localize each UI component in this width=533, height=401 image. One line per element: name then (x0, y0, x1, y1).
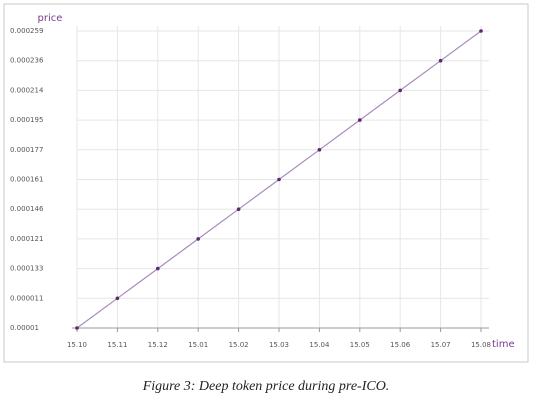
x-tick-label: 15.02 (229, 341, 249, 349)
y-tick-label: 0.000161 (10, 176, 43, 184)
data-point (75, 326, 79, 330)
y-tick-label: 0.000146 (10, 205, 44, 213)
chart-frame (3, 3, 529, 363)
y-axis-label: price (38, 13, 63, 24)
x-tick-label: 15.11 (107, 341, 127, 349)
y-tick-label: 0.000259 (10, 27, 43, 35)
x-tick-label: 15.08 (471, 341, 491, 349)
data-point (196, 237, 200, 241)
x-tick-label: 15.03 (269, 341, 289, 349)
y-tick-label: 0.000177 (10, 146, 43, 154)
y-tick-label: 0.000133 (10, 265, 43, 273)
x-tick-label: 15.10 (67, 341, 87, 349)
data-point (277, 177, 281, 182)
x-tick-label: 15.04 (309, 341, 330, 349)
x-axis-label: time (492, 339, 515, 350)
x-tick-label: 15.12 (148, 341, 168, 349)
y-tick-label: 0.00001 (10, 324, 39, 332)
data-point (115, 296, 120, 301)
data-point (358, 118, 362, 122)
data-point (236, 207, 241, 211)
x-tick-label: 15.07 (431, 341, 451, 349)
y-tick-label: 0.000121 (10, 235, 43, 243)
x-tick-label: 15.06 (390, 341, 411, 349)
x-tick-label: 15.05 (350, 341, 370, 349)
data-point (479, 29, 483, 33)
data-point (438, 58, 443, 63)
y-tick-label: 0.000236 (10, 57, 44, 65)
x-tick-label: 15.01 (188, 341, 208, 349)
y-tick-label: 0.000195 (10, 116, 43, 124)
caption: Figure 3: Deep token price during pre-IC… (142, 379, 390, 394)
data-point (317, 148, 322, 152)
data-point (156, 266, 160, 271)
y-tick-label: 0.000214 (10, 86, 44, 94)
data-point (398, 88, 403, 93)
y-tick-label: 0.000011 (10, 294, 43, 302)
